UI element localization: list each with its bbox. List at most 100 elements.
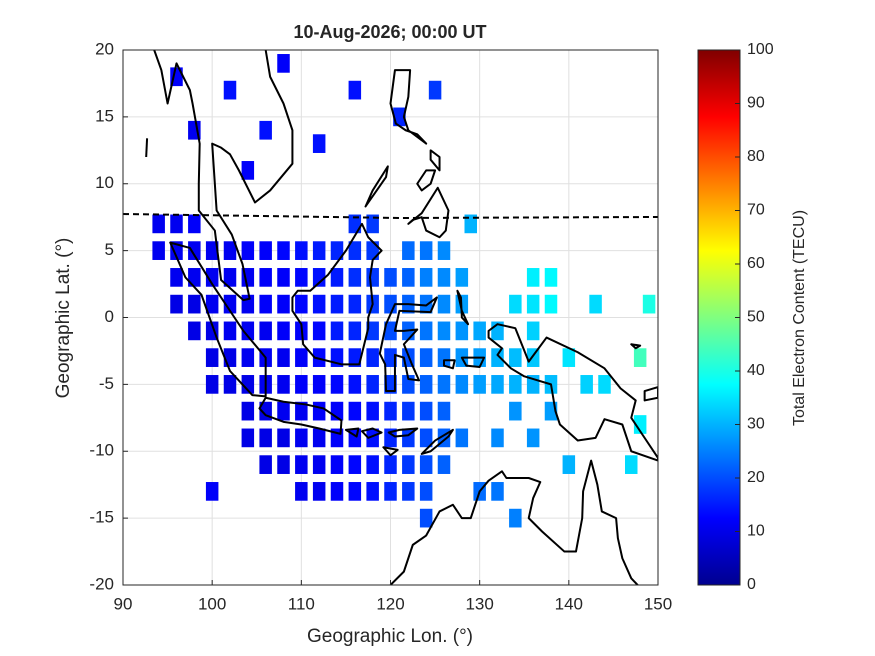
coastlines bbox=[146, 50, 658, 588]
y-tick-label: 10 bbox=[95, 173, 114, 192]
tec-cell bbox=[589, 294, 602, 314]
y-tick-label: 15 bbox=[95, 106, 114, 125]
colorbar-tick-label: 60 bbox=[747, 255, 765, 272]
tec-cell bbox=[366, 214, 379, 234]
colorbar bbox=[697, 49, 741, 586]
tec-cell bbox=[384, 482, 397, 501]
tec-cell bbox=[455, 428, 469, 448]
tec-cell bbox=[402, 241, 415, 260]
tec-cell bbox=[348, 80, 362, 100]
tec-cell bbox=[277, 375, 290, 394]
tec-cell bbox=[188, 268, 201, 287]
tec-cell bbox=[330, 294, 344, 314]
tec-cell bbox=[241, 294, 255, 314]
tec-cell bbox=[366, 321, 379, 341]
tec-cell bbox=[312, 455, 326, 474]
tec-cell bbox=[295, 428, 308, 448]
tec-cell bbox=[277, 268, 290, 287]
tec-cell bbox=[295, 482, 308, 501]
tec-cell bbox=[437, 375, 451, 394]
tec-cell bbox=[437, 455, 451, 474]
tec-cell bbox=[366, 348, 379, 367]
tec-cell bbox=[188, 241, 201, 260]
tec-cell bbox=[170, 214, 183, 234]
tec-cell bbox=[473, 321, 486, 341]
tec-cell bbox=[509, 401, 522, 421]
tec-cell bbox=[437, 401, 451, 421]
tec-cell bbox=[384, 321, 397, 341]
tec-cell bbox=[348, 241, 362, 260]
x-tick-label: 130 bbox=[465, 594, 493, 613]
tec-cell bbox=[330, 321, 344, 341]
tec-cell bbox=[437, 268, 451, 287]
tec-cell bbox=[419, 455, 433, 474]
colorbar-tick-label: 40 bbox=[747, 362, 765, 379]
tec-cell bbox=[491, 428, 504, 448]
tec-cell bbox=[348, 321, 362, 341]
tec-cell bbox=[384, 401, 397, 421]
colorbar-label: Total Electron Content (TECU) bbox=[791, 210, 808, 426]
tec-cell bbox=[419, 482, 433, 501]
tec-cell bbox=[491, 348, 504, 367]
chart-title: 10-Aug-2026; 00:00 UT bbox=[293, 22, 486, 42]
tec-cell bbox=[223, 241, 237, 260]
tec-cell bbox=[419, 294, 433, 314]
tec-cell bbox=[223, 321, 237, 341]
tec-cell bbox=[259, 428, 272, 448]
tec-cell bbox=[437, 294, 451, 314]
tec-cell bbox=[259, 268, 272, 287]
tec-cell bbox=[455, 375, 469, 394]
tec-cell bbox=[509, 294, 522, 314]
plot-frame bbox=[122, 49, 659, 586]
colorbar-tick-label: 50 bbox=[747, 309, 765, 326]
tec-cell bbox=[526, 294, 540, 314]
x-tick-label: 110 bbox=[288, 594, 315, 613]
tec-cell bbox=[223, 268, 237, 287]
tec-cell bbox=[241, 428, 255, 448]
tec-cell bbox=[366, 401, 379, 421]
tec-cell bbox=[348, 214, 362, 234]
tec-cell bbox=[295, 268, 308, 287]
colorbar-tick-label: 80 bbox=[747, 148, 765, 165]
tec-cell bbox=[223, 375, 237, 394]
tec-cell bbox=[312, 134, 326, 153]
tec-cell bbox=[598, 375, 611, 394]
tec-cell bbox=[312, 268, 326, 287]
tec-cell bbox=[526, 321, 540, 341]
tec-cell bbox=[241, 161, 255, 180]
tec-cell bbox=[437, 241, 451, 260]
tec-cell bbox=[205, 375, 219, 394]
x-tick-label: 150 bbox=[644, 594, 672, 613]
tec-cell bbox=[384, 428, 397, 448]
tec-cell bbox=[419, 428, 433, 448]
tec-cell bbox=[437, 348, 451, 367]
x-tick-label: 100 bbox=[198, 594, 226, 613]
tec-cell bbox=[295, 401, 308, 421]
tec-cell bbox=[633, 348, 647, 367]
tec-cell bbox=[152, 241, 165, 260]
colorbar-tick-label: 0 bbox=[747, 576, 756, 593]
tec-cell bbox=[348, 375, 362, 394]
y-tick-label: 5 bbox=[105, 240, 114, 259]
y-tick-label: -5 bbox=[99, 374, 114, 393]
tec-cell bbox=[562, 455, 576, 474]
tec-cell bbox=[348, 294, 362, 314]
tec-cell bbox=[241, 348, 255, 367]
tec-cell bbox=[241, 375, 255, 394]
tec-cell bbox=[366, 428, 379, 448]
tec-cell bbox=[384, 348, 397, 367]
tec-cell bbox=[259, 241, 272, 260]
tec-cell bbox=[402, 401, 415, 421]
tec-cell bbox=[491, 482, 504, 501]
y-tick-label: -15 bbox=[89, 508, 114, 527]
y-tick-label: -10 bbox=[89, 441, 114, 460]
tec-cell bbox=[259, 294, 272, 314]
x-tick-label: 90 bbox=[114, 594, 133, 613]
tec-cell bbox=[509, 375, 522, 394]
tec-cell bbox=[544, 268, 558, 287]
tec-cell bbox=[464, 214, 477, 234]
tec-cell bbox=[625, 455, 638, 474]
tec-cell bbox=[241, 321, 255, 341]
tec-cell bbox=[188, 214, 201, 234]
